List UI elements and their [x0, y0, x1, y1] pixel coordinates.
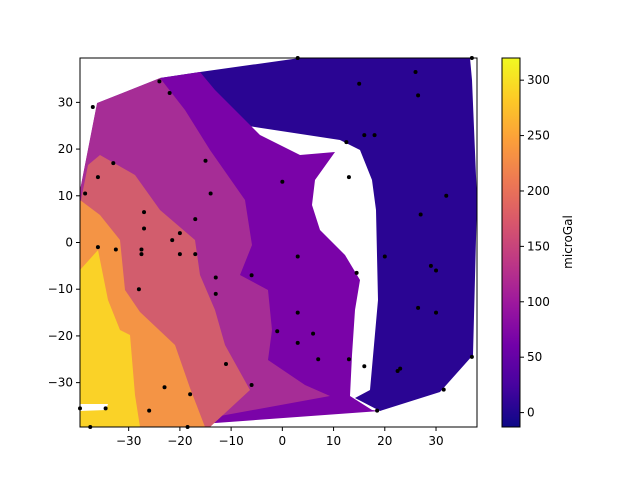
station-point [193, 252, 198, 257]
y-tick-label: 20 [58, 142, 73, 156]
colorbar-tick-label: 300 [527, 73, 550, 87]
station-point [346, 357, 351, 362]
station-point [311, 331, 316, 336]
station-point [170, 238, 175, 243]
x-tick-label: 30 [428, 434, 443, 448]
station-point [344, 140, 349, 145]
colorbar-gradient [502, 58, 520, 427]
station-point [139, 252, 144, 257]
station-point [434, 310, 439, 315]
station-point [162, 385, 167, 390]
station-point [295, 254, 300, 259]
station-point [167, 91, 172, 96]
station-point [469, 354, 474, 359]
x-tick-label: −20 [167, 434, 192, 448]
station-point [418, 212, 423, 217]
station-point [157, 79, 162, 84]
station-point [441, 387, 446, 392]
contour-gap [80, 404, 108, 411]
station-point [177, 252, 182, 257]
y-axis: −30 −20 −10 0 10 20 30 [48, 95, 80, 390]
station-point [275, 329, 280, 334]
x-tick-label: 20 [377, 434, 392, 448]
station-point [147, 408, 152, 413]
station-point [295, 340, 300, 345]
station-point [416, 93, 421, 98]
colorbar-tick-label: 50 [527, 350, 542, 364]
station-point [113, 247, 118, 252]
hull-outside-topleft [80, 58, 160, 190]
contour-fill-group [80, 58, 477, 427]
colorbar-label: microGal [561, 215, 575, 269]
station-point [95, 245, 100, 250]
station-points [78, 56, 474, 429]
station-point [362, 133, 367, 138]
x-tick-label: −10 [218, 434, 243, 448]
station-point [249, 273, 254, 278]
station-point [139, 247, 144, 252]
station-point [213, 291, 218, 296]
station-point [295, 310, 300, 315]
station-point [280, 179, 285, 184]
station-point [90, 105, 95, 110]
station-point [316, 357, 321, 362]
station-point [83, 191, 88, 196]
station-point [398, 366, 403, 371]
x-axis: −30 −20 −10 0 10 20 30 [116, 427, 444, 448]
contour-level-6 [80, 250, 140, 427]
station-point [362, 364, 367, 369]
station-point [395, 368, 400, 373]
station-point [103, 406, 108, 411]
station-point [357, 81, 362, 86]
station-point [428, 263, 433, 268]
station-point [188, 392, 193, 397]
station-point [111, 161, 116, 166]
station-point [382, 254, 387, 259]
station-point [203, 158, 208, 163]
y-tick-label: 30 [58, 95, 73, 109]
colorbar-tick-label: 250 [527, 129, 550, 143]
station-point [136, 287, 141, 292]
station-point [208, 191, 213, 196]
colorbar-tick-label: 100 [527, 295, 550, 309]
station-point [354, 270, 359, 275]
station-point [142, 210, 147, 215]
contour-level-1 [97, 58, 477, 411]
station-point [375, 408, 380, 413]
station-point [346, 175, 351, 180]
y-tick-label: 10 [58, 189, 73, 203]
station-point [213, 275, 218, 280]
station-point [434, 268, 439, 273]
station-point [416, 305, 421, 310]
station-point [177, 231, 182, 236]
station-point [413, 70, 418, 75]
y-tick-label: 0 [65, 236, 73, 250]
station-point [193, 217, 198, 222]
station-point [223, 361, 228, 366]
x-tick-label: 10 [326, 434, 341, 448]
station-point [444, 193, 449, 198]
x-tick-label: −30 [116, 434, 141, 448]
colorbar-ticks: 0 50 100 150 200 250 300 [520, 73, 550, 420]
colorbar-tick-label: 200 [527, 184, 550, 198]
y-tick-label: −20 [48, 329, 73, 343]
colorbar: 0 50 100 150 200 250 300 microGal [501, 57, 575, 428]
x-tick-label: 0 [279, 434, 287, 448]
colorbar-tick-label: 150 [527, 239, 550, 253]
station-point [142, 226, 147, 231]
station-point [95, 175, 100, 180]
y-tick-label: −30 [48, 376, 73, 390]
y-tick-label: −10 [48, 282, 73, 296]
colorbar-frame [501, 57, 521, 428]
colorbar-tick-label: 0 [527, 406, 535, 420]
station-point [372, 133, 377, 138]
station-point [249, 382, 254, 387]
